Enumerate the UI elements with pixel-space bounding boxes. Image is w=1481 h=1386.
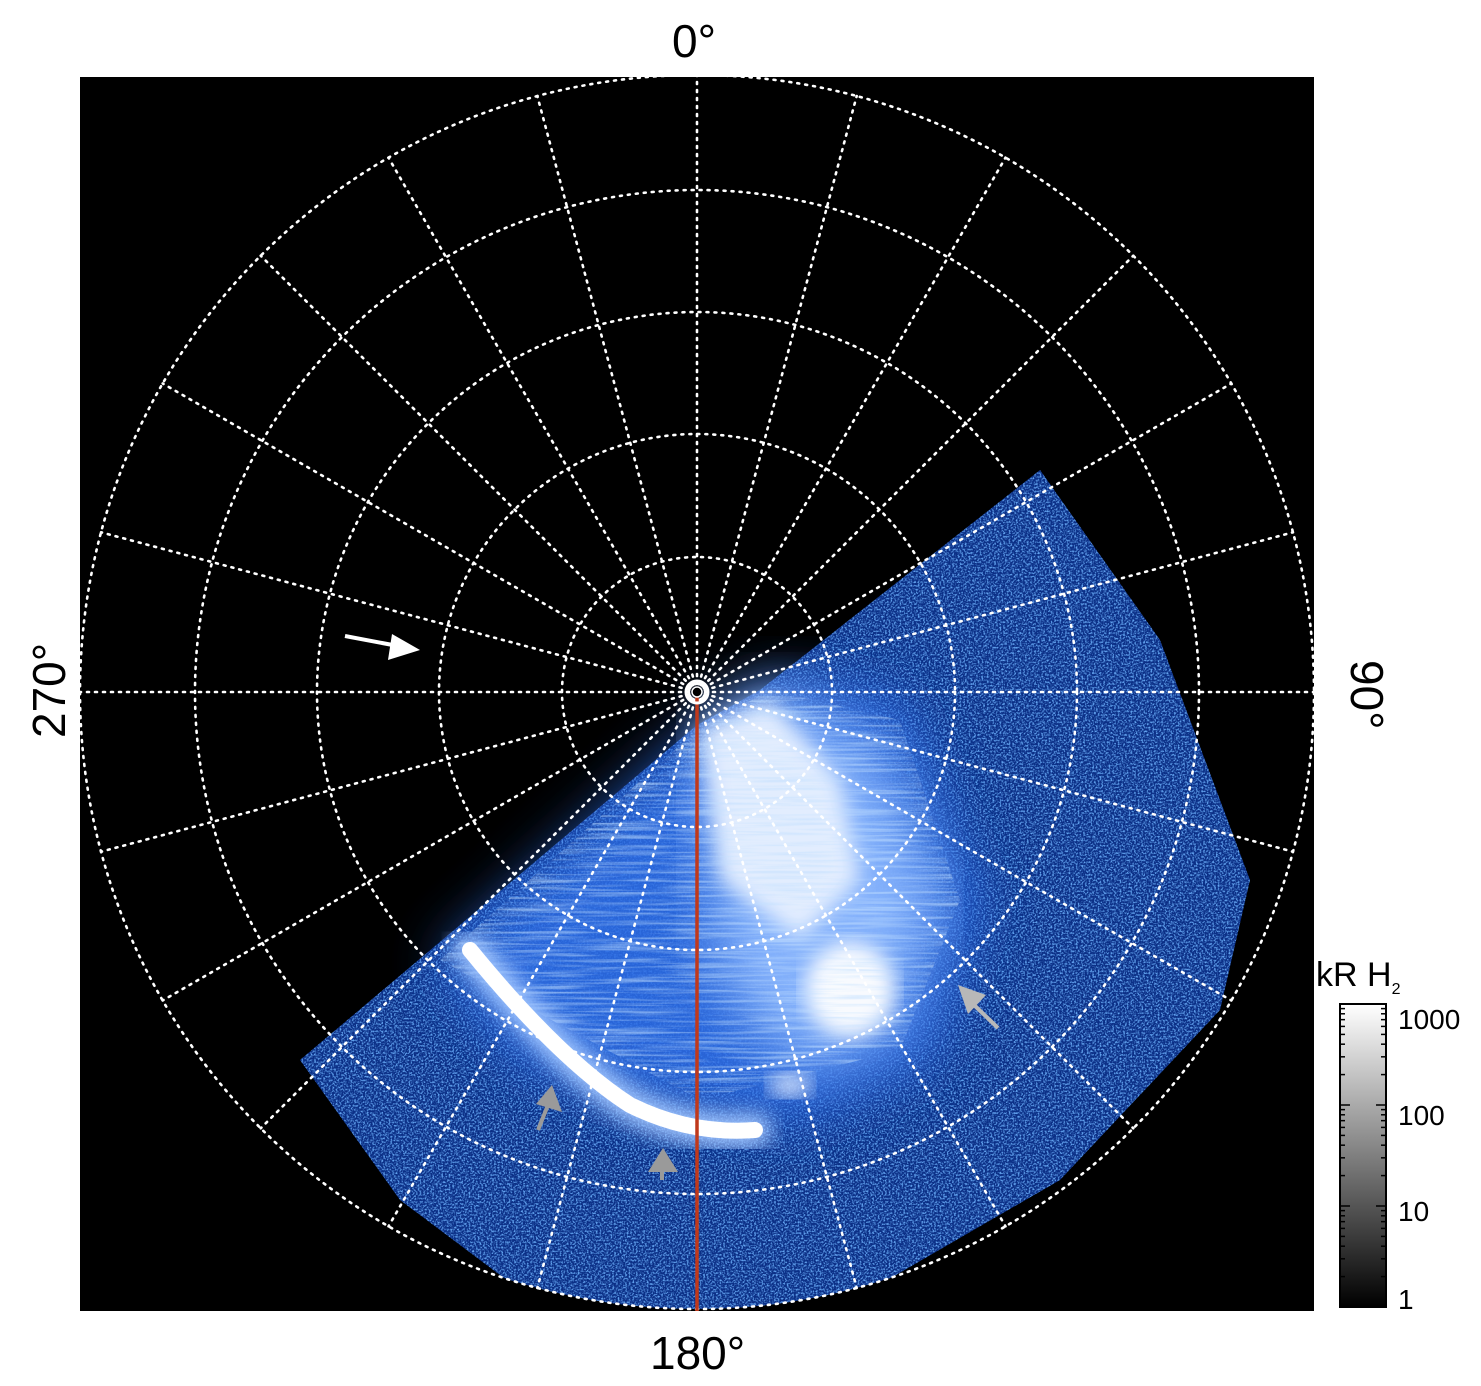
grid-meridian-195 <box>536 690 699 1290</box>
colorbar-ticks <box>1340 1007 1386 1308</box>
colorbar-tick-1: 1 <box>1398 1284 1414 1315</box>
grey-arrow-left <box>536 1085 562 1131</box>
grid-meridian-150 <box>695 690 1007 1228</box>
label-90deg: 90° <box>1341 660 1393 730</box>
grid-circle-3 <box>315 310 1079 1074</box>
grid-meridian-225 <box>259 690 699 1130</box>
grid-meridian-135 <box>695 690 1135 1130</box>
grey-arrow-upper-right <box>958 985 1000 1030</box>
colorbar-tick-10: 10 <box>1398 1196 1430 1227</box>
grid-meridian-30 <box>695 156 1007 694</box>
grid-meridian-210 <box>387 690 699 1228</box>
pole-marker-inner <box>691 686 703 698</box>
white-arrow <box>344 634 420 660</box>
grid-meridian-120 <box>695 690 1233 1002</box>
colorbar-tick-1000: 1000 <box>1398 1004 1461 1035</box>
grid-meridian-285 <box>99 531 699 694</box>
grid-meridian-45 <box>695 254 1135 694</box>
grey-arrow-bottom <box>648 1148 678 1180</box>
pole-marker <box>684 679 710 705</box>
label-270deg: 270° <box>23 642 75 738</box>
label-0deg: 0° <box>672 15 716 67</box>
grid-meridian-315 <box>259 254 699 694</box>
grid-meridian-345 <box>536 94 699 694</box>
grid-meridian-330 <box>387 156 699 694</box>
grid-meridian-300 <box>161 382 699 694</box>
grid-circle-4 <box>193 188 1201 1196</box>
grid-meridian-75 <box>695 531 1295 694</box>
grid-meridian-165 <box>695 690 858 1290</box>
grid-meridian-105 <box>695 690 1295 853</box>
grid-meridian-15 <box>695 94 858 694</box>
aurora-emission <box>300 470 1250 1309</box>
grid-meridian-255 <box>99 690 699 853</box>
colorbar-tick-100: 100 <box>1398 1100 1445 1131</box>
label-180deg: 180° <box>650 1327 746 1379</box>
colorbar-title-subscript: 2 <box>1391 980 1401 998</box>
grid-meridian-60 <box>695 382 1233 694</box>
colorbar <box>1339 1003 1387 1308</box>
colorbar-title-text: kR H <box>1316 956 1392 994</box>
colorbar-title: kR H2 <box>1316 956 1400 999</box>
grid-meridian-240 <box>161 690 699 1002</box>
